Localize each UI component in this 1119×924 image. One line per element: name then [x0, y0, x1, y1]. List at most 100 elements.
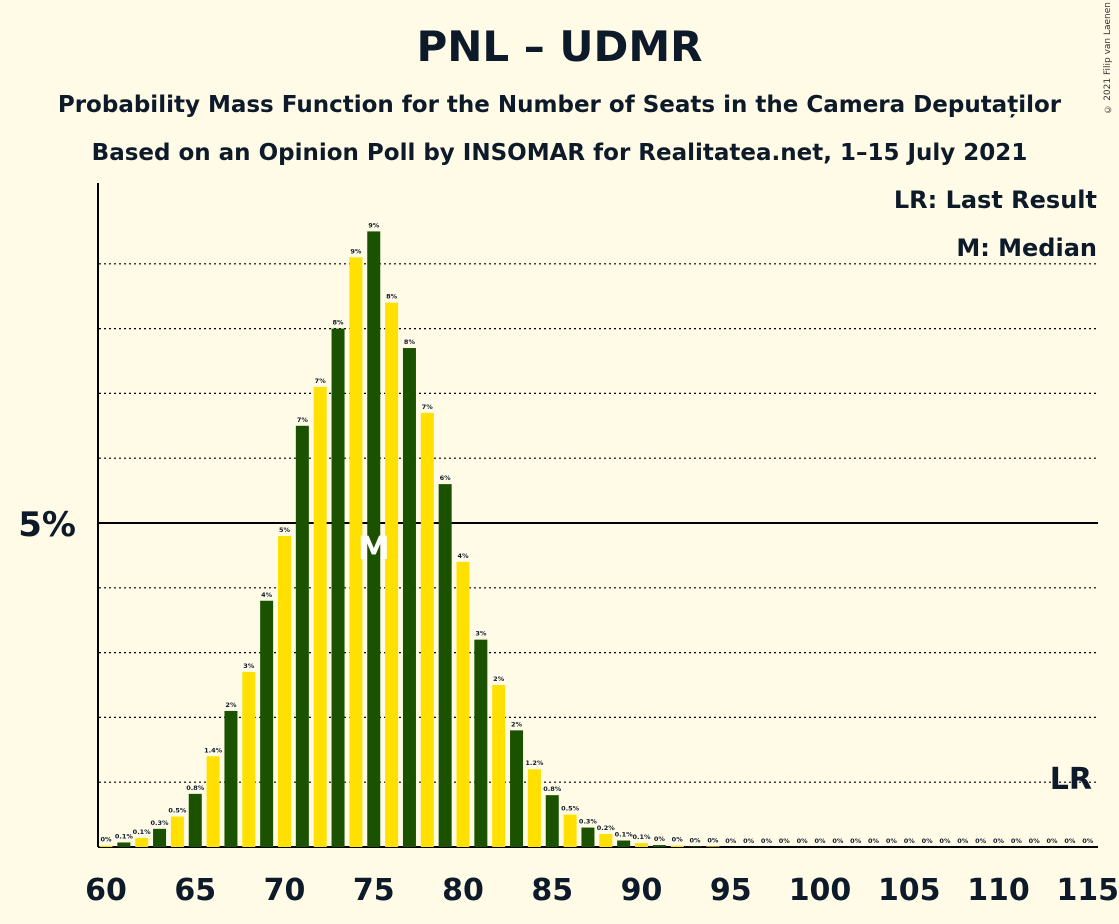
bar-91	[652, 845, 666, 847]
data-label-95: 0%	[725, 837, 737, 845]
bar-74	[349, 257, 363, 847]
bar-65	[188, 793, 202, 847]
data-label-79: 6%	[440, 474, 452, 482]
x-tick-label-105: 105	[878, 873, 941, 908]
data-label-102: 0%	[850, 837, 862, 845]
bar-78	[420, 412, 434, 847]
data-label-100: 0%	[814, 837, 826, 845]
data-label-91: 0%	[654, 835, 666, 843]
bar-92	[670, 845, 684, 847]
data-label-98: 0%	[779, 837, 791, 845]
data-label-80: 4%	[457, 552, 469, 560]
bar-80	[456, 561, 470, 847]
legend-median: M: Median	[956, 234, 1097, 262]
bar-82	[492, 685, 506, 847]
data-label-66: 1.4%	[204, 746, 223, 754]
data-label-71: 7%	[297, 416, 309, 424]
x-tick-label-95: 95	[710, 873, 752, 908]
bar-63	[153, 828, 167, 847]
bar-84	[527, 769, 541, 847]
bar-86	[563, 814, 577, 847]
data-label-92: 0%	[672, 836, 684, 844]
data-label-112: 0%	[1029, 837, 1041, 845]
bar-77	[402, 348, 416, 847]
data-label-72: 7%	[315, 377, 327, 385]
y-tick-label: 5%	[18, 505, 76, 545]
data-label-75: 9%	[368, 221, 380, 229]
bar-85	[545, 795, 559, 847]
bar-88	[599, 834, 613, 847]
data-label-103: 0%	[868, 837, 880, 845]
last-result-marker: LR	[1050, 762, 1092, 797]
data-label-81: 3%	[475, 630, 487, 638]
data-label-77: 8%	[404, 338, 416, 346]
chart-subtitle: Probability Mass Function for the Number…	[57, 92, 1062, 118]
data-label-67: 2%	[225, 701, 237, 709]
data-label-101: 0%	[832, 837, 844, 845]
data-label-70: 5%	[279, 526, 291, 534]
data-label-60: 0%	[100, 836, 112, 844]
bar-73	[331, 328, 345, 848]
data-label-76: 8%	[386, 293, 398, 301]
bar-76	[385, 302, 399, 847]
x-tick-label-110: 110	[967, 873, 1030, 908]
data-label-99: 0%	[797, 837, 809, 845]
x-tick-label-70: 70	[264, 873, 306, 908]
bar-66	[206, 756, 220, 847]
data-label-89: 0.1%	[615, 831, 634, 839]
bar-83	[510, 730, 524, 847]
bar-62	[135, 837, 149, 847]
legend-last-result: LR: Last Result	[893, 186, 1097, 214]
data-label-97: 0%	[761, 837, 773, 845]
bar-71	[295, 425, 309, 847]
data-label-62: 0.1%	[133, 828, 152, 836]
data-label-110: 0%	[993, 837, 1005, 845]
data-label-106: 0%	[922, 837, 934, 845]
data-label-108: 0%	[957, 837, 969, 845]
data-label-85: 0.8%	[543, 785, 562, 793]
x-tick-label-100: 100	[789, 873, 852, 908]
x-tick-label-90: 90	[621, 873, 663, 908]
x-tick-label-75: 75	[353, 873, 395, 908]
bar-90	[635, 843, 648, 847]
data-label-113: 0%	[1047, 837, 1059, 845]
data-label-78: 7%	[422, 403, 434, 411]
bar-87	[581, 827, 595, 847]
data-label-63: 0.3%	[151, 819, 170, 827]
bar-75	[367, 231, 381, 847]
bar-94	[706, 846, 720, 847]
data-label-87: 0.3%	[579, 818, 598, 826]
data-label-65: 0.8%	[186, 784, 205, 792]
bar-68	[242, 672, 256, 847]
data-label-83: 2%	[511, 720, 523, 728]
data-label-93: 0%	[690, 836, 702, 844]
data-label-109: 0%	[975, 837, 987, 845]
x-tick-label-80: 80	[442, 873, 484, 908]
data-label-74: 9%	[350, 247, 362, 255]
x-tick-label-65: 65	[174, 873, 216, 908]
data-label-73: 8%	[333, 319, 345, 327]
bar-79	[438, 484, 452, 847]
bar-72	[313, 386, 327, 847]
chart-title: PNL – UDMR	[416, 22, 703, 71]
bar-70	[278, 535, 291, 847]
data-label-107: 0%	[939, 837, 951, 845]
data-label-68: 3%	[243, 662, 255, 670]
bar-64	[170, 816, 184, 847]
data-label-82: 2%	[493, 675, 505, 683]
data-label-84: 1.2%	[525, 759, 544, 767]
bar-69	[260, 600, 274, 847]
x-tick-label-85: 85	[531, 873, 573, 908]
data-label-64: 0.5%	[168, 807, 187, 815]
x-tick-label-115: 115	[1056, 873, 1119, 908]
data-label-115: 0%	[1082, 837, 1094, 845]
data-label-61: 0.1%	[115, 832, 134, 840]
bar-81	[474, 639, 488, 847]
bar-61	[117, 842, 131, 847]
data-label-104: 0%	[886, 837, 898, 845]
data-label-86: 0.5%	[561, 805, 580, 813]
data-label-105: 0%	[904, 837, 916, 845]
data-label-96: 0%	[743, 837, 755, 845]
chart-source: Based on an Opinion Poll by INSOMAR for …	[91, 140, 1028, 166]
